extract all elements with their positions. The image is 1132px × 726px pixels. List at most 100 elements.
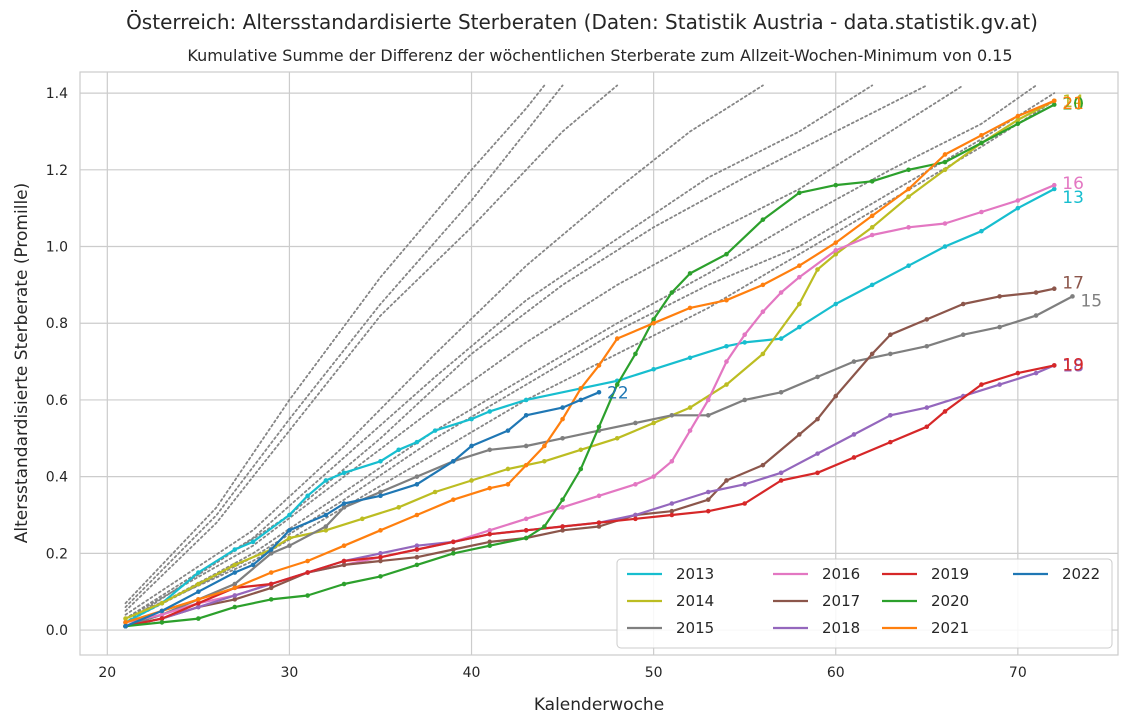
data-point-2021 (560, 416, 565, 422)
legend-label-2020: 2020 (931, 592, 969, 610)
data-point-2017 (760, 462, 766, 468)
data-point-2015 (778, 389, 784, 395)
data-point-2020 (651, 317, 656, 322)
data-point-2021 (378, 528, 383, 533)
data-point-2018 (888, 412, 893, 418)
series-2022 (123, 389, 602, 629)
data-point-2021 (123, 620, 128, 625)
data-point-2013 (942, 244, 948, 249)
data-point-2017 (997, 294, 1002, 299)
y-axis-label: Altersstandardisierte Sterberate (Promil… (12, 183, 32, 544)
data-point-2022 (323, 512, 329, 518)
data-point-2019 (523, 528, 529, 533)
data-point-2020 (542, 524, 547, 529)
data-point-2013 (742, 340, 747, 345)
data-point-2017 (341, 562, 347, 568)
data-point-2015 (1033, 313, 1039, 318)
data-point-2013 (778, 336, 784, 341)
data-point-2021 (906, 186, 911, 192)
data-point-2022 (596, 389, 602, 395)
x-axis-label: Kalenderwoche (534, 695, 664, 715)
data-point-2013 (1051, 186, 1057, 192)
data-point-2014 (159, 600, 165, 606)
data-point-2018 (778, 470, 784, 476)
data-point-2016 (633, 482, 638, 487)
data-point-2019 (979, 382, 984, 387)
data-point-2014 (797, 301, 802, 307)
data-point-2015 (287, 543, 292, 548)
data-point-2021 (196, 597, 201, 602)
background-line (124, 99, 1056, 620)
data-point-2020 (1015, 121, 1021, 127)
data-point-2021 (542, 443, 547, 449)
data-point-2013 (833, 301, 839, 307)
data-point-2013 (1015, 205, 1021, 211)
data-point-2020 (869, 179, 875, 184)
data-point-2022 (578, 397, 584, 403)
data-point-2016 (1051, 182, 1057, 188)
data-point-2019 (1051, 363, 1057, 368)
data-point-2022 (378, 493, 383, 499)
data-point-2016 (669, 459, 675, 464)
data-point-2019 (942, 409, 948, 414)
data-point-2019 (487, 531, 493, 537)
series-2014 (123, 98, 1057, 621)
data-point-2016 (742, 332, 747, 338)
data-point-2014 (614, 435, 620, 441)
data-point-2020 (669, 290, 675, 295)
data-point-2022 (451, 459, 456, 464)
data-point-2014 (724, 382, 729, 387)
data-point-2014 (287, 535, 292, 541)
data-point-2019 (451, 539, 456, 545)
data-point-2013 (869, 282, 875, 288)
data-point-2015 (997, 324, 1002, 330)
y-tick-label: 0.4 (46, 470, 68, 486)
y-tick-label: 1.0 (46, 240, 68, 256)
data-point-2017 (815, 416, 820, 422)
data-point-2013 (724, 343, 729, 349)
data-point-2018 (378, 551, 383, 556)
data-point-2018 (924, 405, 930, 410)
data-point-2017 (487, 539, 493, 545)
data-point-2021 (651, 320, 656, 326)
data-point-2021 (724, 297, 729, 303)
data-point-2015 (888, 351, 893, 357)
y-tick-label: 0.8 (46, 316, 68, 332)
data-point-2022 (287, 528, 292, 533)
data-point-2013 (378, 459, 383, 464)
data-point-2013 (469, 416, 474, 422)
data-point-2015 (523, 443, 529, 449)
series-line-2015 (125, 295, 1074, 628)
data-point-2014 (196, 581, 201, 587)
data-point-2014 (869, 225, 875, 230)
data-point-2020 (833, 182, 839, 188)
data-point-2021 (232, 585, 238, 591)
legend-label-2018: 2018 (822, 619, 860, 637)
y-tick-label: 1.2 (46, 163, 68, 179)
data-point-2015 (924, 343, 930, 349)
data-point-2017 (596, 524, 602, 529)
y-tick-label: 0.0 (46, 623, 68, 639)
data-point-2021 (614, 336, 620, 341)
data-point-2020 (724, 251, 729, 257)
data-point-2020 (232, 604, 238, 610)
data-point-2021 (797, 263, 802, 268)
data-point-2020 (341, 581, 347, 587)
data-point-2014 (687, 405, 693, 410)
legend-label-2014: 2014 (676, 592, 714, 610)
data-point-2021 (596, 363, 602, 368)
data-point-2016 (705, 397, 711, 403)
data-point-2016 (778, 290, 784, 295)
data-point-2014 (505, 466, 511, 472)
data-point-2020 (942, 159, 948, 165)
data-point-2014 (542, 459, 547, 464)
x-tick-label: 30 (281, 665, 299, 681)
data-point-2019 (815, 470, 820, 476)
data-point-2019 (341, 558, 347, 564)
data-point-2015 (378, 489, 383, 495)
data-point-2017 (724, 478, 729, 483)
data-point-2019 (705, 508, 711, 514)
data-point-2020 (196, 616, 201, 621)
data-point-2022 (123, 623, 128, 629)
data-point-2019 (196, 600, 201, 606)
